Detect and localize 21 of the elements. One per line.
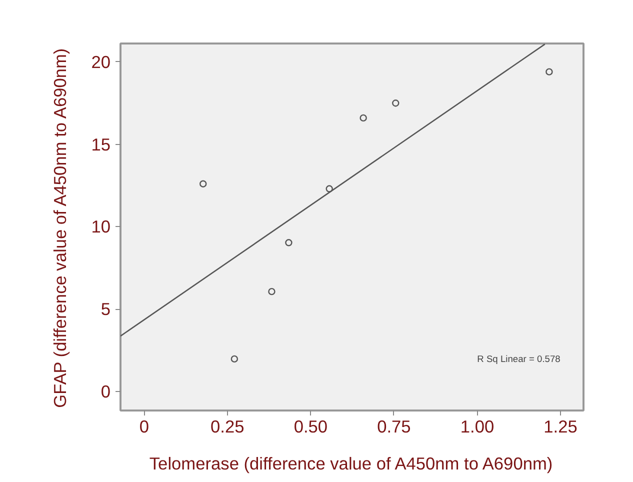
y-axis-title: GFAP (difference value of A450nm to A690nm) <box>50 48 70 408</box>
x-tick-label: 1.00 <box>460 416 494 436</box>
annotation: R Sq Linear = 0.578 <box>477 354 560 364</box>
y-tick-label: 5 <box>100 299 111 320</box>
y-tick-label: 20 <box>91 52 111 72</box>
point <box>230 355 238 363</box>
point <box>200 180 207 188</box>
x-tick-label: 1.25 <box>544 416 578 436</box>
point <box>360 114 367 122</box>
point <box>392 100 400 107</box>
x-tick-label: 0 <box>139 416 149 436</box>
y-tick-label: 10 <box>91 216 111 237</box>
point <box>268 288 276 296</box>
point <box>285 239 292 246</box>
point <box>546 68 553 76</box>
x-tick-label: 0.25 <box>210 416 244 436</box>
y-tick-label: 15 <box>91 134 111 154</box>
x-tick-label: 0.50 <box>294 416 328 436</box>
y-tick-label: 0 <box>100 381 111 402</box>
x-axis-title: Telomerase (difference value of A450nm to A690nm) <box>149 454 553 474</box>
x-tick-label: 0.75 <box>377 416 411 436</box>
